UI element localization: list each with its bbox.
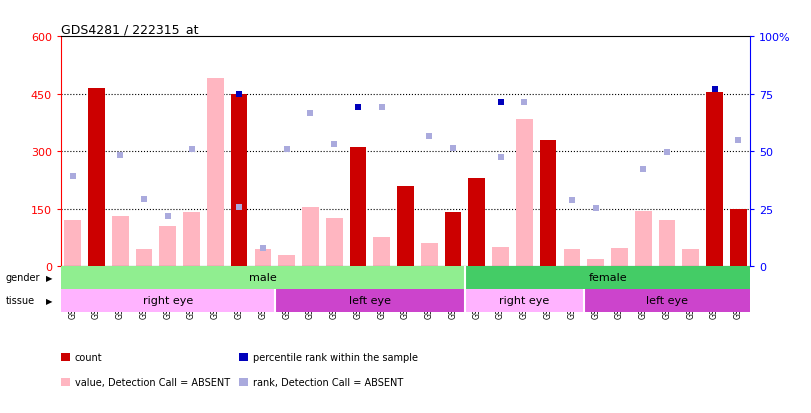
Bar	[397, 186, 414, 266]
Bar	[207, 79, 224, 266]
Bar	[61, 266, 465, 289]
Text: male: male	[249, 273, 277, 283]
Bar	[397, 245, 414, 266]
Bar	[730, 209, 747, 266]
Bar	[465, 289, 584, 312]
Text: tissue: tissue	[6, 295, 35, 306]
Text: female: female	[588, 273, 627, 283]
Text: ▶: ▶	[46, 273, 53, 282]
Bar	[275, 289, 465, 312]
Bar	[540, 196, 556, 266]
Bar	[61, 289, 275, 312]
Bar	[635, 211, 651, 266]
Bar	[350, 148, 367, 266]
Text: right eye: right eye	[143, 295, 193, 306]
Text: GDS4281 / 222315_at: GDS4281 / 222315_at	[61, 23, 199, 36]
Bar	[584, 289, 750, 312]
Text: right eye: right eye	[500, 295, 550, 306]
Text: rank, Detection Call = ABSENT: rank, Detection Call = ABSENT	[253, 377, 403, 387]
Bar	[540, 140, 556, 266]
Bar	[611, 248, 628, 266]
Bar	[326, 218, 342, 266]
Bar	[350, 249, 367, 266]
Bar	[492, 247, 509, 266]
Bar	[183, 213, 200, 266]
Bar	[421, 244, 438, 266]
Bar	[112, 217, 129, 266]
Bar	[706, 93, 723, 266]
Bar	[302, 207, 319, 266]
Bar	[682, 249, 699, 266]
Text: left eye: left eye	[349, 295, 391, 306]
Bar	[64, 221, 81, 266]
Bar	[444, 213, 461, 266]
Text: count: count	[75, 352, 102, 362]
Bar	[135, 249, 152, 266]
Bar	[160, 226, 176, 266]
Bar	[516, 119, 533, 266]
Bar	[659, 221, 676, 266]
Bar	[373, 238, 390, 266]
Bar	[564, 249, 580, 266]
Text: value, Detection Call = ABSENT: value, Detection Call = ABSENT	[75, 377, 230, 387]
Text: left eye: left eye	[646, 295, 688, 306]
Bar	[444, 213, 461, 266]
Bar	[255, 249, 271, 266]
Text: percentile rank within the sample: percentile rank within the sample	[253, 352, 418, 362]
Bar	[231, 95, 247, 266]
Bar	[587, 259, 604, 266]
Bar	[278, 256, 295, 266]
Bar	[465, 266, 750, 289]
Bar	[88, 89, 105, 266]
Text: ▶: ▶	[46, 296, 53, 305]
Text: gender: gender	[6, 273, 41, 283]
Bar	[730, 211, 747, 266]
Bar	[469, 178, 485, 266]
